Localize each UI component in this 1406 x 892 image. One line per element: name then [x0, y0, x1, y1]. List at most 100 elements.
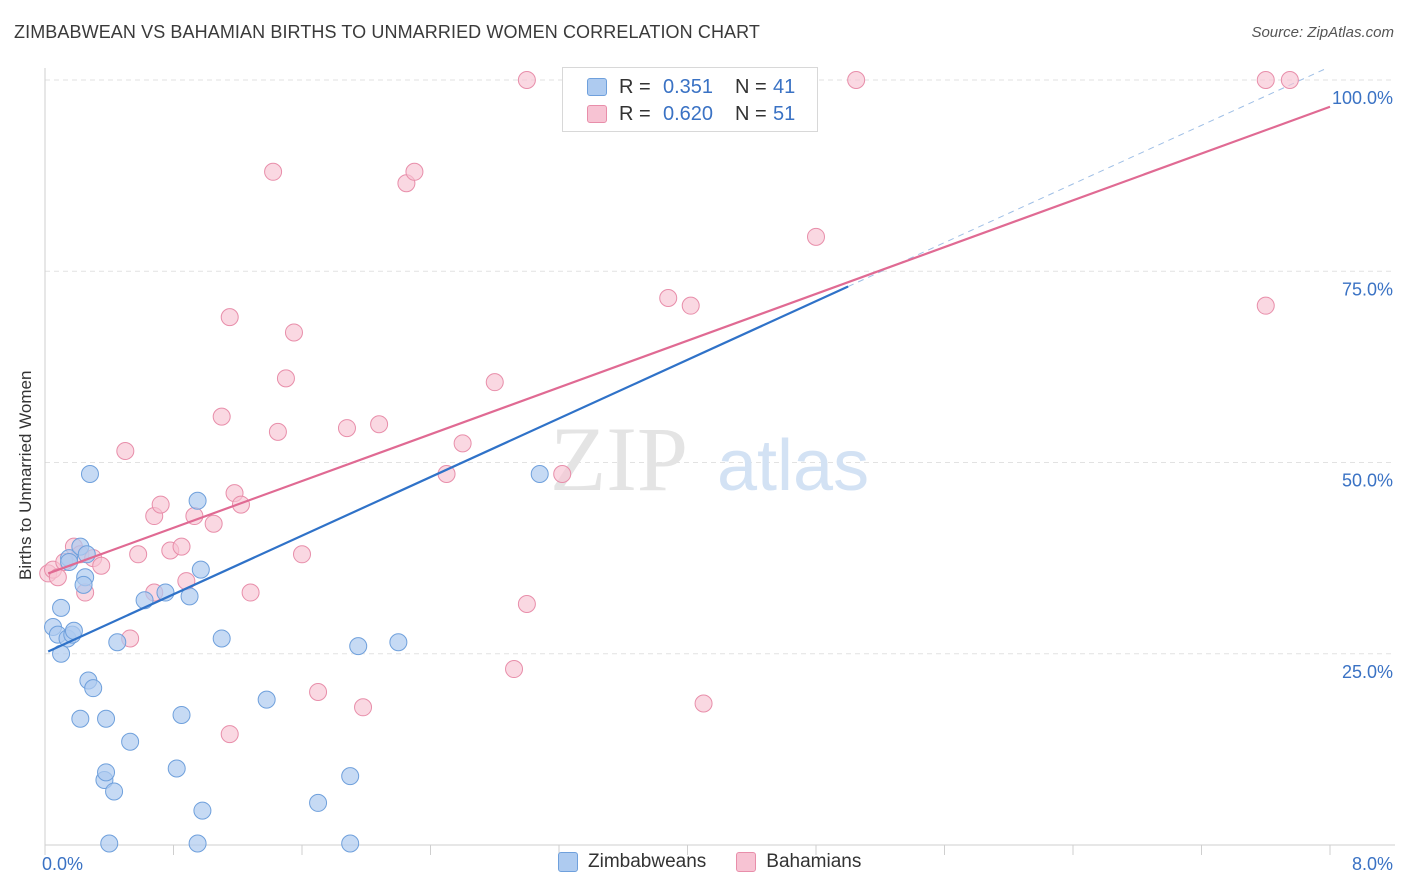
- r-label: R =: [619, 75, 651, 98]
- zimbabweans-point: [105, 782, 124, 801]
- zimbabweans-trend-extension: [847, 68, 1326, 288]
- bahamians-point: [309, 683, 328, 701]
- stats-row-zimbabweans: R = 0.351 N = 41: [587, 74, 795, 100]
- zimbabweans-swatch: [587, 78, 607, 96]
- zimbabweans-point: [349, 637, 368, 656]
- zimbabweans-point: [188, 491, 207, 510]
- bahamians-point: [354, 698, 373, 717]
- x-tick-label: 8.0%: [1352, 854, 1393, 874]
- n-label: N =: [735, 102, 767, 125]
- bahamians-point: [293, 545, 311, 564]
- zimbabweans-swatch: [558, 852, 578, 872]
- bahamians-point: [129, 545, 148, 564]
- bahamians-point: [517, 71, 536, 89]
- legend-item-zimbabweans[interactable]: Zimbabweans: [558, 851, 706, 873]
- bahamians-point: [264, 162, 283, 181]
- zimbabweans-point: [97, 709, 116, 728]
- bahamians-point: [1280, 71, 1299, 89]
- r-value: 0.351: [663, 75, 714, 98]
- bahamians-point: [1256, 296, 1275, 315]
- source-label: Source: ZipAtlas.com: [1251, 24, 1394, 41]
- bahamians-point: [485, 373, 504, 392]
- reference-line: [847, 68, 1326, 288]
- n-label: N =: [735, 75, 767, 98]
- zimbabweans-point: [188, 834, 207, 853]
- series-legend: Zimbabweans Bahamians: [558, 851, 891, 873]
- bahamians-point: [694, 694, 713, 713]
- bahamians-point: [92, 556, 111, 575]
- bahamians-point: [177, 572, 196, 591]
- bahamians-point: [220, 308, 239, 327]
- y-tick-label: 100.0%: [1332, 88, 1393, 108]
- bahamians-point: [284, 323, 303, 342]
- zimbabweans-point: [341, 834, 360, 853]
- bahamians-point: [212, 407, 231, 426]
- bahamians-point: [276, 369, 295, 388]
- chart-title: ZIMBABWEAN VS BAHAMIAN BIRTHS TO UNMARRI…: [14, 22, 761, 42]
- bahamians-point: [807, 227, 825, 246]
- r-label: R =: [619, 102, 651, 125]
- y-tick-label: 75.0%: [1342, 279, 1393, 299]
- bahamians-point: [453, 434, 472, 453]
- zimbabweans-point: [135, 591, 154, 610]
- zimbabweans-point: [167, 759, 186, 778]
- zimbabweans-point: [52, 598, 71, 617]
- zimbabweans-point: [74, 575, 93, 594]
- zimbabweans-point: [309, 793, 328, 812]
- x-tick-label: 0.0%: [42, 854, 83, 874]
- bahamians-point: [553, 464, 572, 483]
- bahamians-point: [847, 71, 866, 89]
- n-value: 41: [773, 75, 796, 98]
- bahamians-point: [116, 442, 135, 461]
- bahamians-point: [204, 514, 223, 533]
- legend-item-bahamians[interactable]: Bahamians: [736, 851, 861, 873]
- zimbabweans-point: [71, 709, 90, 728]
- bahamians-point: [231, 495, 250, 514]
- n-value: 51: [773, 102, 796, 125]
- zimbabweans-point: [121, 732, 140, 751]
- zimbabweans-point: [80, 464, 99, 483]
- bahamians-point: [505, 660, 524, 679]
- bahamians-point: [517, 595, 536, 614]
- bahamians-point: [220, 725, 239, 744]
- bahamians-trend-line: [47, 105, 1331, 575]
- bahamians-point: [370, 415, 389, 434]
- watermark-atlas: atlas: [717, 426, 869, 506]
- legend-label: Bahamians: [766, 851, 862, 872]
- watermark-zip: ZIP: [550, 408, 688, 510]
- zimbabweans-points: [44, 464, 549, 853]
- bahamians-point: [1256, 71, 1275, 89]
- y-axis-label: Births to Unmarried Women: [16, 370, 35, 580]
- zimbabweans-point: [341, 767, 360, 786]
- axes: [44, 68, 1395, 855]
- trend-lines: [47, 105, 1331, 653]
- y-tick-label: 50.0%: [1342, 471, 1393, 491]
- stats-row-bahamians: R = 0.620 N = 51: [587, 101, 795, 127]
- zimbabweans-point: [212, 629, 231, 648]
- grid-lines: [45, 79, 1395, 655]
- zimbabweans-point: [389, 633, 408, 652]
- bahamians-swatch: [736, 852, 757, 872]
- r-value: 0.620: [663, 102, 714, 125]
- bahamians-point: [659, 289, 678, 308]
- zimbabweans-point: [530, 464, 549, 483]
- zimbabweans-point: [100, 834, 119, 853]
- zimbabweans-point: [193, 801, 212, 820]
- legend-label: Zimbabweans: [588, 851, 707, 872]
- y-tick-label: 25.0%: [1342, 662, 1393, 682]
- bahamians-point: [268, 422, 287, 441]
- zimbabweans-point: [84, 679, 103, 698]
- bahamians-point: [241, 583, 260, 602]
- zimbabweans-point: [257, 690, 276, 709]
- bahamians-point: [405, 162, 424, 181]
- bahamians-point: [337, 419, 356, 438]
- bahamians-point: [681, 296, 700, 315]
- bahamians-point: [151, 495, 170, 514]
- zimbabweans-point: [191, 560, 210, 579]
- zimbabweans-point: [108, 633, 127, 652]
- watermark: ZIP atlas: [550, 408, 869, 510]
- stats-legend: R = 0.351 N = 41 R = 0.620 N = 51: [562, 67, 818, 132]
- zimbabweans-trend-line: [47, 285, 849, 653]
- bahamians-swatch: [587, 105, 607, 123]
